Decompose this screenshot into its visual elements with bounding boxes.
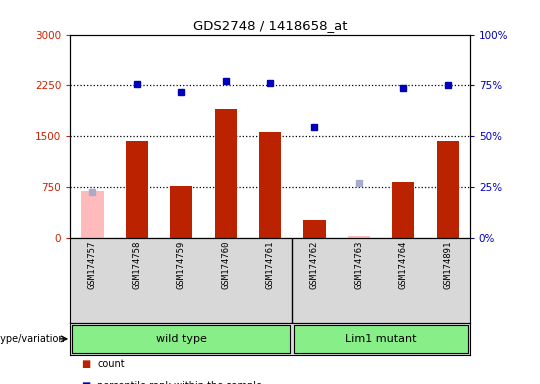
Bar [303, 220, 326, 238]
Text: GSM174763: GSM174763 [354, 241, 363, 289]
Text: GSM174758: GSM174758 [132, 241, 141, 289]
Text: genotype/variation: genotype/variation [0, 334, 65, 344]
Bar [82, 190, 104, 238]
Text: GSM174760: GSM174760 [221, 241, 230, 289]
Bar [259, 132, 281, 238]
Text: GSM174759: GSM174759 [177, 241, 186, 289]
Bar [348, 236, 370, 238]
Text: percentile rank within the sample: percentile rank within the sample [97, 381, 262, 384]
Text: GSM174761: GSM174761 [266, 241, 274, 289]
Text: Lim1 mutant: Lim1 mutant [345, 334, 417, 344]
Text: GSM174891: GSM174891 [443, 241, 452, 289]
Text: ■: ■ [81, 359, 90, 369]
Bar [126, 141, 148, 238]
Text: wild type: wild type [156, 334, 207, 344]
Bar [436, 141, 458, 238]
Bar [214, 109, 237, 238]
Text: count: count [97, 359, 125, 369]
Text: GSM174757: GSM174757 [88, 241, 97, 289]
Text: GSM174762: GSM174762 [310, 241, 319, 289]
Text: GSM174764: GSM174764 [399, 241, 408, 289]
Bar [170, 186, 192, 238]
Text: ■: ■ [81, 381, 90, 384]
Title: GDS2748 / 1418658_at: GDS2748 / 1418658_at [193, 19, 347, 32]
Bar [294, 324, 468, 353]
Bar [392, 182, 414, 238]
Bar [72, 324, 291, 353]
